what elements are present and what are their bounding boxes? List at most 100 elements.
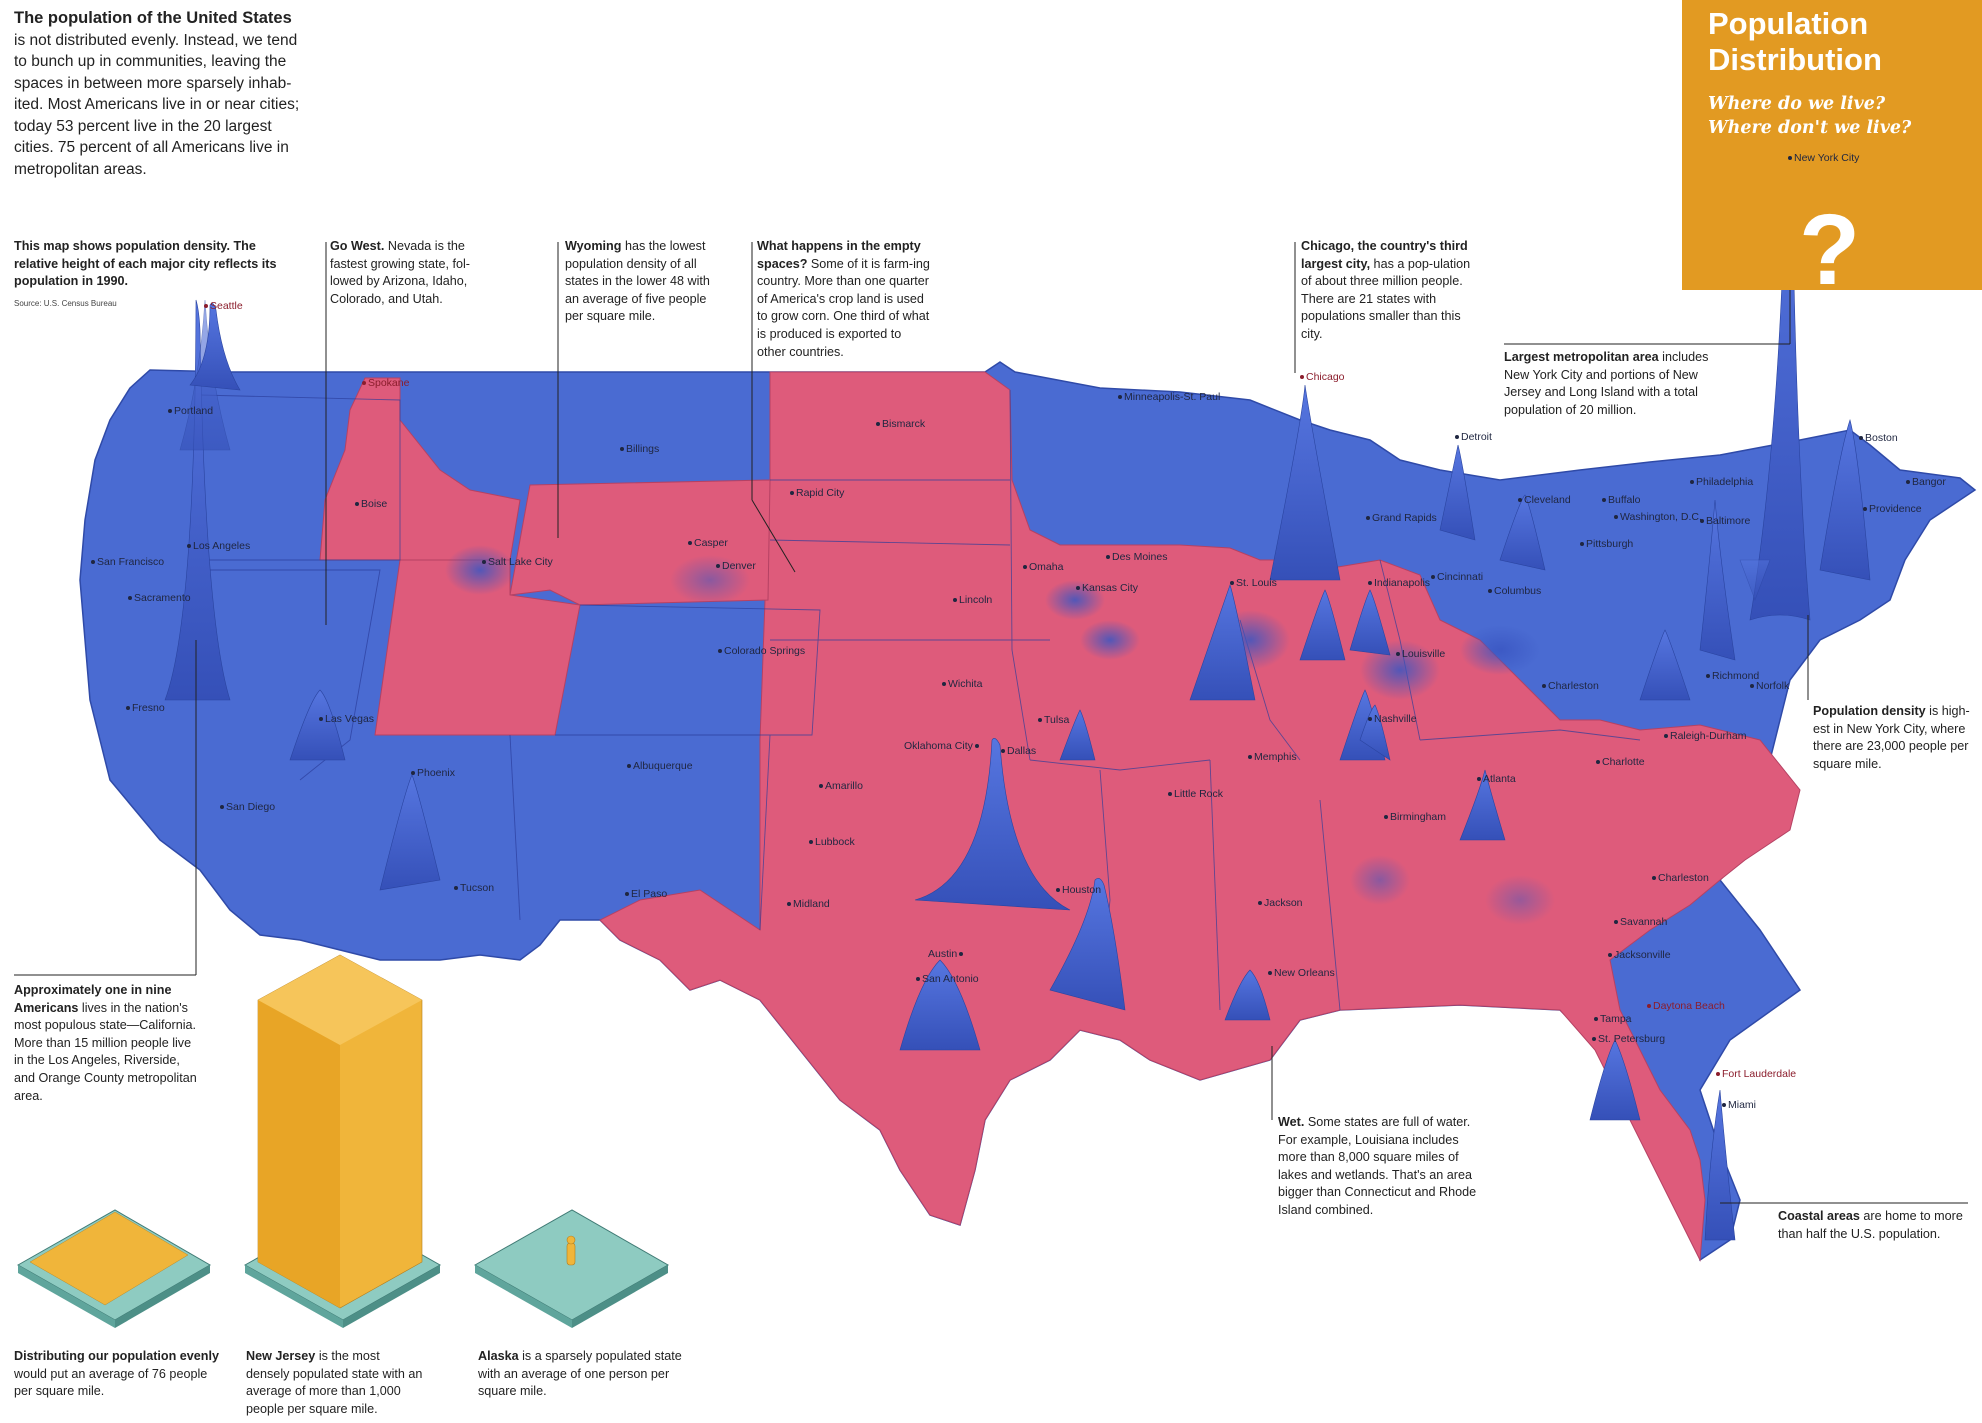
- note-new-jersey-bold: New Jersey: [246, 1349, 316, 1363]
- city-label: Austin: [928, 948, 965, 960]
- city-dot-icon: [1300, 375, 1304, 380]
- city-label: Detroit: [1455, 431, 1492, 443]
- city-name: Bismarck: [882, 418, 926, 430]
- note-even-text: would put an average of 76 people per sq…: [14, 1366, 208, 1399]
- note-coastal-bold: Coastal areas: [1778, 1209, 1860, 1223]
- city-label: Louisville: [1396, 648, 1445, 660]
- city-dot-icon: [355, 502, 359, 507]
- city-dot-icon: [953, 598, 957, 603]
- city-name: Denver: [722, 560, 756, 572]
- city-name: Pittsburgh: [1586, 538, 1634, 550]
- city-name: Bangor: [1912, 476, 1946, 488]
- city-dot-icon: [1248, 755, 1252, 760]
- note-coastal: Coastal areas are home to more than half…: [1778, 1208, 1968, 1243]
- city-dot-icon: [1664, 734, 1668, 739]
- city-label: Birmingham: [1384, 811, 1446, 823]
- city-name: Nashville: [1374, 713, 1417, 725]
- city-name: Billings: [626, 443, 660, 455]
- city-name: Albuquerque: [633, 760, 693, 772]
- city-label: Las Vegas: [319, 713, 374, 725]
- city-label: Casper: [688, 537, 728, 549]
- city-name: Indianapolis: [1374, 577, 1431, 589]
- note-california-text: lives in the nation's most populous stat…: [14, 1000, 197, 1103]
- note-density-nyc-bold: Population density: [1813, 704, 1926, 718]
- note-alaska-bold: Alaska: [478, 1349, 519, 1363]
- city-dot-icon: [1431, 575, 1435, 580]
- city-label: Daytona Beach: [1647, 1000, 1725, 1012]
- city-label: Charlotte: [1596, 756, 1645, 768]
- city-dot-icon: [1580, 542, 1584, 547]
- city-label: Chicago: [1300, 371, 1345, 383]
- city-dot-icon: [1614, 515, 1618, 520]
- city-dot-icon: [1368, 581, 1372, 586]
- city-dot-icon: [1614, 920, 1618, 925]
- source-label: Source: U.S. Census Bureau: [14, 298, 117, 308]
- city-label: New Orleans: [1268, 967, 1335, 979]
- city-label: Charleston: [1652, 872, 1709, 884]
- title-box: Population Distribution Where do we live…: [1682, 0, 1982, 300]
- city-name: St. Louis: [1236, 577, 1277, 589]
- city-name: Chicago: [1306, 371, 1345, 383]
- city-label: El Paso: [625, 888, 667, 900]
- city-dot-icon: [1455, 435, 1459, 440]
- note-chicago-text: has a pop-ulation of about three million…: [1301, 256, 1471, 341]
- city-dot-icon: [1396, 652, 1400, 657]
- city-label: Grand Rapids: [1366, 512, 1437, 524]
- city-dot-icon: [1602, 498, 1606, 503]
- subtitle-line-2: Where don't we live?: [1708, 118, 1912, 138]
- city-label: Dallas: [1001, 745, 1036, 757]
- city-label: San Diego: [220, 801, 275, 813]
- city-dot-icon: [91, 560, 95, 565]
- note-density-nyc: Population density is high-est in New Yo…: [1813, 703, 1973, 773]
- city-label: Jackson: [1258, 897, 1303, 909]
- city-name: Las Vegas: [325, 713, 375, 725]
- city-dot-icon: [809, 840, 813, 845]
- city-dot-icon: [1542, 684, 1546, 689]
- red-states: [599, 371, 1801, 1262]
- city-label: Sacramento: [128, 592, 191, 604]
- note-go-west-bold: Go West.: [330, 239, 385, 253]
- city-label: Indianapolis: [1368, 577, 1430, 589]
- city-name: Des Moines: [1112, 551, 1168, 563]
- city-dot-icon: [974, 744, 979, 749]
- city-dot-icon: [718, 649, 722, 654]
- city-dot-icon: [168, 409, 172, 414]
- city-label: Los Angeles: [187, 540, 250, 552]
- city-name: Cleveland: [1524, 494, 1571, 506]
- city-dot-icon: [1106, 555, 1110, 560]
- city-dot-icon: [1722, 1103, 1726, 1108]
- city-name: Grand Rapids: [1372, 512, 1437, 524]
- city-label: Columbus: [1488, 585, 1541, 597]
- note-empty-spaces-text: Some of it is farm-ing country. More tha…: [757, 256, 930, 359]
- city-label: Salt Lake City: [482, 556, 553, 568]
- city-label: Tampa: [1594, 1013, 1632, 1025]
- city-label: Amarillo: [819, 780, 863, 792]
- city-dot-icon: [454, 886, 458, 891]
- city-dot-icon: [1750, 684, 1754, 689]
- city-label: Pittsburgh: [1580, 538, 1633, 550]
- tile-new-jersey: [243, 954, 442, 1328]
- city-name: Providence: [1869, 503, 1922, 515]
- city-label: Baltimore: [1700, 515, 1750, 527]
- city-name: Richmond: [1712, 670, 1760, 682]
- city-dot-icon: [1859, 436, 1863, 441]
- city-name: Colorado Springs: [724, 645, 806, 657]
- city-dot-icon: [1863, 507, 1867, 512]
- city-dot-icon: [716, 564, 720, 569]
- city-label: Norfolk: [1750, 680, 1789, 692]
- city-label: Wichita: [942, 678, 982, 690]
- city-dot-icon: [1652, 876, 1656, 881]
- city-dot-icon: [1594, 1017, 1598, 1022]
- note-go-west-text: Nevada is the fastest growing state, fol…: [330, 239, 470, 306]
- city-label: St. Petersburg: [1592, 1033, 1665, 1045]
- city-name: San Antonio: [922, 973, 979, 985]
- city-dot-icon: [1690, 480, 1694, 485]
- city-name: Wichita: [948, 678, 983, 690]
- city-name: Boise: [361, 498, 388, 510]
- city-name: Buffalo: [1608, 494, 1641, 506]
- city-label: Providence: [1863, 503, 1922, 515]
- city-label: Memphis: [1248, 751, 1297, 763]
- city-name: Washington, D.C.: [1620, 511, 1702, 523]
- city-label: Charleston: [1542, 680, 1599, 692]
